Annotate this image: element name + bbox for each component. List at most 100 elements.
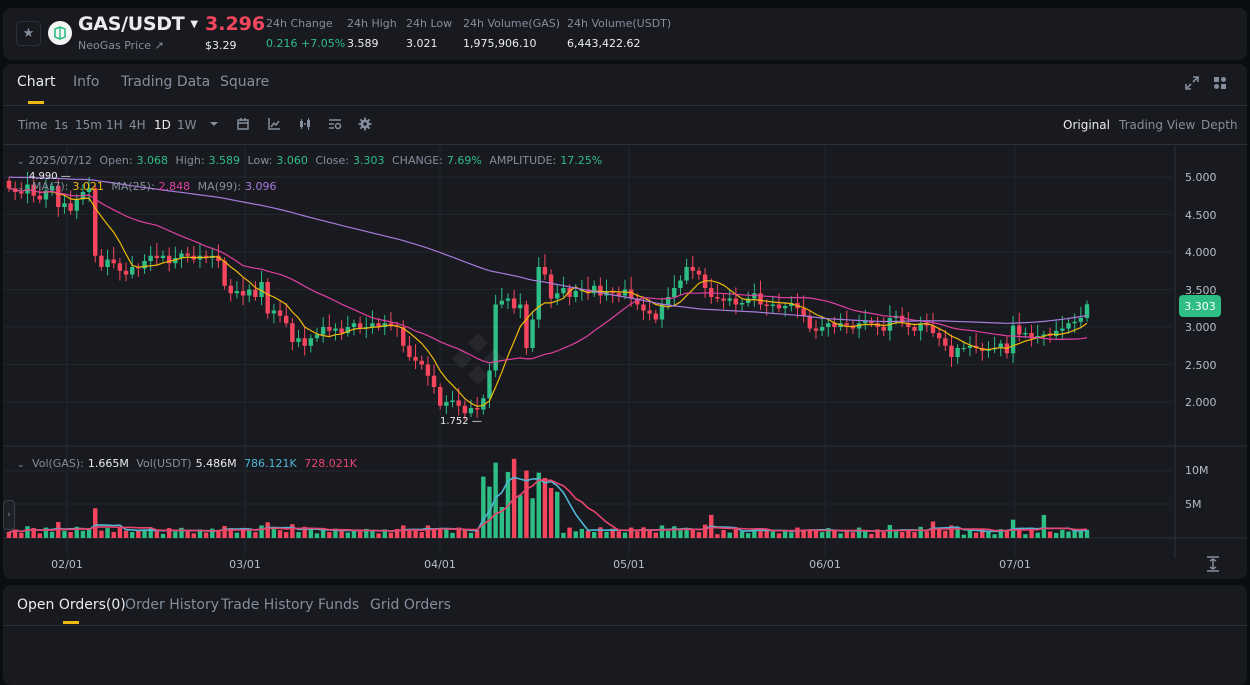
- volume-axis-label: 5M: [1185, 498, 1202, 511]
- vol-ma10-value: 728.021K: [304, 457, 357, 470]
- tab-order-history[interactable]: Order History: [125, 597, 220, 613]
- ohlc-legend: ⌄ 2025/07/12 Open: 3.068 High: 3.589 Low: 3.…: [17, 154, 606, 167]
- favorite-star-button[interactable]: ★: [16, 21, 41, 46]
- view-original[interactable]: Original: [1063, 118, 1110, 132]
- high-mark-value: 4.990: [29, 171, 58, 182]
- coin-logo: [48, 21, 72, 45]
- neo-gas-logo-icon: [54, 26, 66, 40]
- amplitude-value: 17.25%: [560, 154, 603, 167]
- stat-label: 24h High: [347, 17, 397, 30]
- interval-1w[interactable]: 1W: [177, 118, 197, 132]
- chevron-down-icon[interactable]: ⌄: [17, 460, 25, 470]
- time-axis-label: 02/01: [51, 558, 83, 571]
- time-axis-label: 07/01: [999, 558, 1031, 571]
- interval-1s[interactable]: 1s: [54, 118, 68, 132]
- expand-panel-button[interactable]: ›: [3, 500, 15, 530]
- symbol-selector[interactable]: GAS/USDT ▼: [78, 13, 198, 35]
- vol-gas-value: 1.665M: [87, 457, 129, 470]
- ma99-value: 3.096: [244, 180, 277, 193]
- ma99-label: MA(99):: [197, 180, 241, 193]
- calendar-icon[interactable]: [236, 117, 250, 131]
- exchange-watermark-icon: [448, 329, 508, 393]
- ma7-label: MA(7):: [32, 180, 69, 193]
- symbol-name: GAS/USDT: [78, 13, 185, 35]
- view-depth[interactable]: Depth: [1201, 118, 1238, 132]
- open-label: Open:: [99, 154, 133, 167]
- vol-usdt-value: 5.486M: [195, 457, 237, 470]
- ma25-value: 2.848: [158, 180, 191, 193]
- usd-price: $3.29: [205, 39, 237, 52]
- chevron-down-icon: ▼: [190, 19, 198, 30]
- stat-24h-change: 24h Change 0.216 +7.05%: [266, 17, 345, 50]
- stat-24h-volume-gas: 24h Volume(GAS) 1,975,906.10: [463, 17, 560, 50]
- price-axis-label: 3.000: [1185, 321, 1217, 334]
- price-axis-label: 2.500: [1185, 359, 1217, 372]
- coin-price-link[interactable]: NeoGas Price ↗: [78, 39, 164, 52]
- vol-ma5-value: 786.121K: [244, 457, 297, 470]
- fit-scale-icon[interactable]: [1206, 556, 1220, 572]
- interval-time[interactable]: Time: [18, 118, 48, 132]
- open-value: 3.068: [136, 154, 169, 167]
- settings-gear-icon[interactable]: [358, 117, 372, 131]
- time-axis: 02/01 03/01 04/01 05/01 06/01 07/01: [3, 558, 1173, 578]
- symbol-header: ★ GAS/USDT ▼ NeoGas Price ↗ 3.296 $3.29 2…: [3, 8, 1247, 60]
- close-label: Close:: [315, 154, 349, 167]
- low-mark-value: 1.752: [440, 416, 469, 427]
- stat-label: 24h Low: [406, 17, 453, 30]
- tab-info[interactable]: Info: [73, 74, 100, 90]
- fullscreen-icon[interactable]: [1185, 76, 1199, 90]
- dropdown-caret-icon[interactable]: [207, 117, 221, 131]
- chart-tabs: Chart Info Trading Data Square: [3, 64, 1247, 106]
- interval-1h[interactable]: 1H: [106, 118, 123, 132]
- high-mark-annotation: 4.990 —: [29, 171, 71, 182]
- orders-panel: Open Orders(0) Order History Trade Histo…: [3, 585, 1247, 685]
- view-trading-view[interactable]: Trading View: [1119, 118, 1196, 132]
- tab-trading-data[interactable]: Trading Data: [121, 74, 211, 90]
- stat-label: 24h Change: [266, 17, 333, 30]
- template-icon[interactable]: [328, 117, 342, 131]
- stat-24h-low: 24h Low 3.021: [406, 17, 452, 50]
- time-axis-label: 03/01: [229, 558, 261, 571]
- tab-grid-orders[interactable]: Grid Orders: [370, 597, 451, 613]
- indicator-icon[interactable]: [267, 117, 281, 131]
- tab-funds[interactable]: Funds: [318, 597, 360, 613]
- tab-chart[interactable]: Chart: [17, 74, 56, 104]
- layout-grid-icon[interactable]: [1213, 76, 1227, 90]
- tab-trade-history[interactable]: Trade History: [221, 597, 314, 613]
- change-label: CHANGE:: [392, 154, 443, 167]
- candlestick-chart[interactable]: [3, 146, 1247, 558]
- vol-gas-label: Vol(GAS):: [32, 457, 84, 470]
- vol-usdt-label: Vol(USDT): [136, 457, 192, 470]
- chevron-down-icon[interactable]: ⌄: [17, 183, 25, 193]
- stat-value: 0.216 +7.05%: [266, 37, 346, 50]
- ma-legend: ⌄ MA(7): 3.021 MA(25): 2.848 MA(99): 3.096: [17, 180, 280, 193]
- stat-value: 3.589: [347, 37, 379, 50]
- interval-4h[interactable]: 4H: [129, 118, 146, 132]
- ma25-label: MA(25):: [111, 180, 155, 193]
- amplitude-label: AMPLITUDE:: [489, 154, 557, 167]
- order-tabs: Open Orders(0) Order History Trade Histo…: [3, 585, 1247, 626]
- time-axis-label: 04/01: [424, 558, 456, 571]
- stat-value: 3.021: [406, 37, 438, 50]
- current-price-tag: 3.303: [1179, 295, 1221, 317]
- ma7-value: 3.021: [72, 180, 104, 193]
- low-label: Low:: [247, 154, 273, 167]
- candle-type-icon[interactable]: [298, 117, 312, 131]
- tab-square[interactable]: Square: [220, 74, 270, 90]
- stat-label: 24h Volume(USDT): [567, 17, 672, 30]
- close-value: 3.303: [353, 154, 385, 167]
- interval-15m[interactable]: 15m: [75, 118, 102, 132]
- chart-toolbar: Time 1s 15m 1H 4H 1D 1W Original Trading…: [3, 107, 1247, 145]
- interval-1d[interactable]: 1D: [154, 118, 171, 132]
- change-value: 7.69%: [446, 154, 482, 167]
- tab-open-orders[interactable]: Open Orders(0): [17, 597, 126, 624]
- chevron-down-icon[interactable]: ⌄: [17, 157, 25, 167]
- high-label: High:: [175, 154, 205, 167]
- price-axis-label: 5.000: [1185, 171, 1217, 184]
- stat-label: 24h Volume(GAS): [463, 17, 560, 30]
- time-axis-label: 06/01: [809, 558, 841, 571]
- low-mark-annotation: 1.752 —: [440, 416, 482, 427]
- volume-axis-label: 10M: [1185, 464, 1209, 477]
- price-axis-label: 4.500: [1185, 209, 1217, 222]
- low-value: 3.060: [276, 154, 308, 167]
